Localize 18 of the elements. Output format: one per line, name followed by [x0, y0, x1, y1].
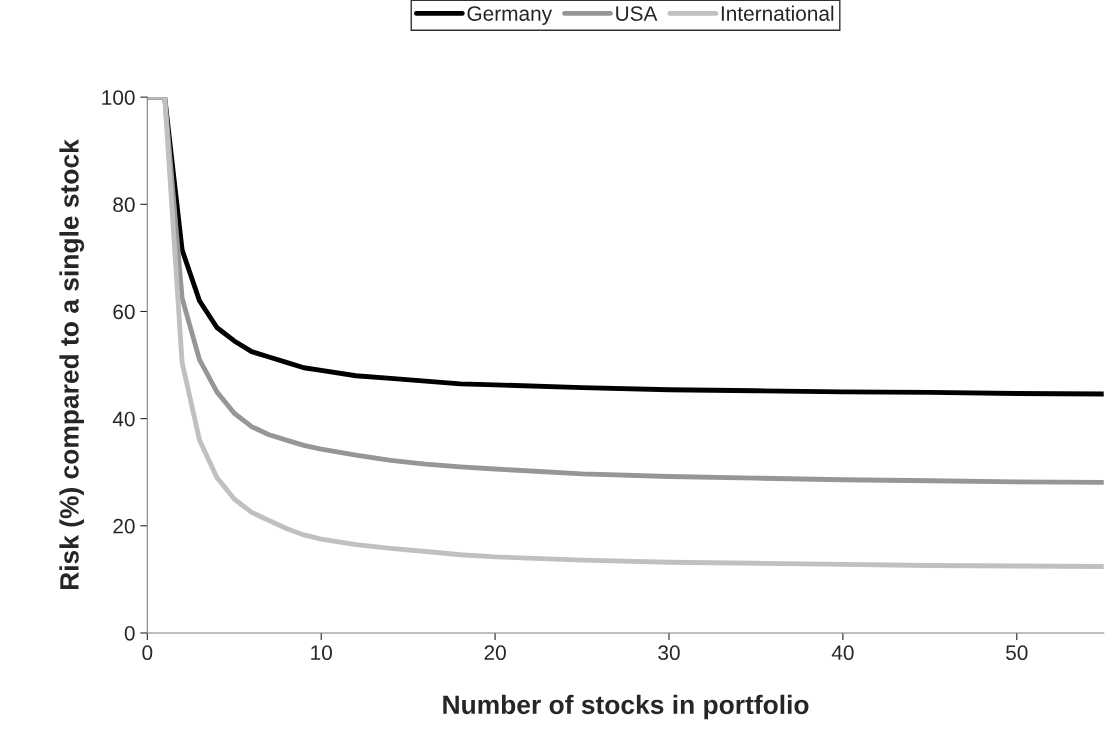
x-tick-label: 40: [831, 645, 854, 661]
legend-label: USA: [616, 6, 658, 21]
y-tick-label: 100: [102, 90, 135, 105]
x-tick-label: 50: [1006, 645, 1028, 661]
line-series: [147, 97, 1104, 569]
y-tick-label: 0: [124, 625, 135, 641]
y-tick-label: 80: [113, 197, 135, 213]
y-tick-label: 60: [113, 304, 135, 320]
x-tick-label: 0: [142, 645, 153, 661]
legend-label: International: [721, 5, 834, 21]
y-axis-title: Risk (%) compared to a single stock: [59, 139, 85, 590]
y-tick-label: 40: [112, 411, 135, 427]
x-axis-title: Number of stocks in portfolio: [443, 694, 809, 720]
x-tick-label: 20: [484, 645, 506, 661]
y-tick-label: 20: [113, 518, 135, 534]
legend-label: Germany: [467, 6, 553, 26]
x-tick-label: 10: [311, 645, 332, 661]
x-tick-label: 30: [658, 645, 680, 661]
